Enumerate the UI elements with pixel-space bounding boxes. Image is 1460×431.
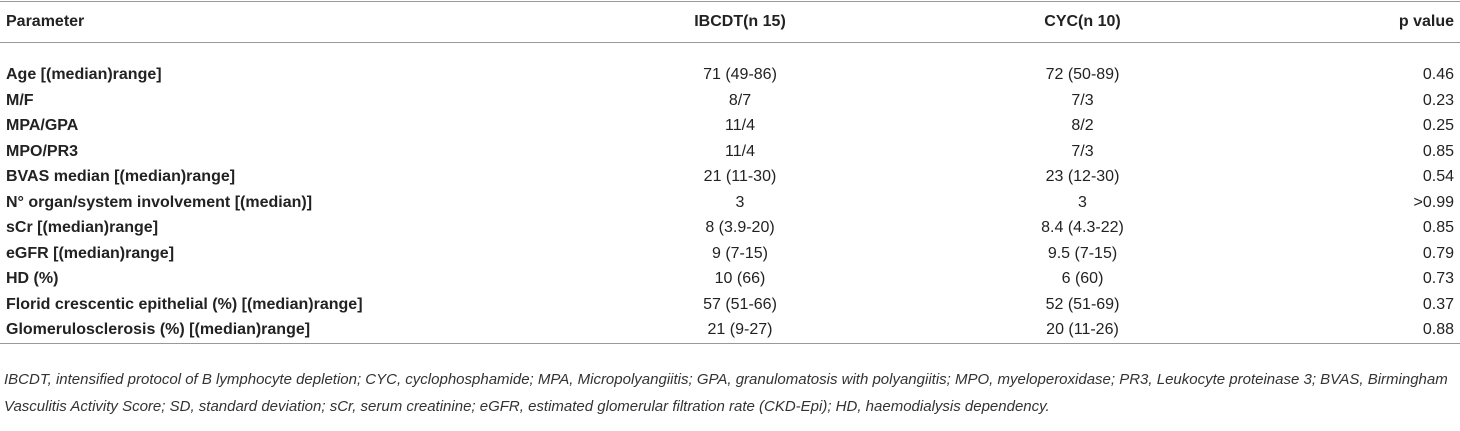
cell: 7/3 — [1071, 91, 1094, 109]
header-row: Parameter IBCDT(n 15) CYC(n 10) p value — [0, 1, 1460, 43]
cell: 23 (12-30) — [1045, 168, 1120, 185]
table-row: sCr [(median)range] 8 (3.9-20) 8.4 (4.3-22… — [0, 215, 1460, 241]
cell: 72 (50-89) — [1045, 66, 1120, 83]
cell: 11/4 — [725, 117, 755, 134]
row-label: MPA/GPA — [6, 117, 79, 134]
cell: 8.4 (4.3-22) — [1041, 219, 1124, 236]
cell: 0.88 — [1422, 321, 1454, 338]
cell: 9.5 (7-15) — [1047, 244, 1118, 262]
footnote: IBCDT, intensified protocol of B lymphoc… — [4, 371, 1448, 415]
cell: 0.85 — [1422, 142, 1454, 160]
cell: 0.23 — [1422, 91, 1454, 109]
row-label: sCr [(median)range] — [6, 219, 159, 236]
cell: 7/3 — [1071, 142, 1094, 160]
cell: 10 (66) — [714, 270, 766, 287]
cell: 0.85 — [1422, 219, 1454, 236]
cell: 71 (49-86) — [703, 66, 777, 83]
table-row: MPO/PR3 11/4 7/3 0.85 — [0, 139, 1460, 165]
cell: 8/2 — [1071, 117, 1094, 134]
spacer — [0, 43, 1460, 63]
data-table: Parameter IBCDT(n 15) CYC(n 10) p value Age… — [0, 1, 1460, 344]
table-row: MPA/GPA 11/4 8/2 0.25 — [0, 113, 1460, 139]
row-label: eGFR [(median)range] — [6, 244, 175, 262]
cell: 20 (11-26) — [1046, 321, 1119, 338]
cell: 52 (51-69) — [1045, 295, 1120, 313]
row-label: N° organ/system involvement [(median)] — [6, 193, 313, 211]
header-cell: p value — [1398, 13, 1454, 30]
table-row: M/F 8/7 7/3 0.23 — [0, 88, 1460, 114]
cell: >0.99 — [1413, 193, 1454, 211]
table-row: Glomerulosclerosis (%) [(median)range] 21… — [0, 317, 1460, 343]
header-cell: Parameter — [6, 13, 85, 30]
table-row: N° organ/system involvement [(median)] 3 3… — [0, 190, 1460, 216]
cell: 0.25 — [1422, 117, 1454, 134]
row-label: M/F — [6, 91, 34, 109]
table-row: eGFR [(median)range] 9 (7-15) 9.5 (7-15) 0.… — [0, 241, 1460, 267]
cell: 0.37 — [1422, 295, 1454, 313]
cell: 0.54 — [1422, 168, 1454, 185]
table-row: HD (%) 10 (66) 6 (60) 0.73 — [0, 266, 1460, 292]
table-body: Age [(median)range] 71 (49-86) 72 (50-89) 0… — [0, 43, 1460, 343]
cell: 57 (51-66) — [703, 295, 777, 313]
cell: 0.79 — [1422, 244, 1454, 262]
row-label: Age [(median)range] — [6, 66, 162, 83]
cell: 8/7 — [728, 91, 752, 109]
cell: 3 — [1078, 193, 1087, 211]
cell: 3 — [735, 193, 745, 211]
row-label: BVAS median [(median)range] — [6, 168, 236, 185]
cell: 0.73 — [1422, 270, 1454, 287]
header-cell: IBCDT(n 15) — [694, 13, 786, 30]
row-label: MPO/PR3 — [6, 142, 79, 160]
cell: 9 (7-15) — [711, 244, 769, 262]
cell: 6 (60) — [1061, 270, 1104, 287]
cell: 8 (3.9-20) — [705, 219, 775, 236]
row-label: HD (%) — [6, 270, 59, 287]
cell: 11/4 — [725, 142, 755, 160]
table-row: Age [(median)range] 71 (49-86) 72 (50-89) 0… — [0, 62, 1460, 88]
header-cell: CYC(n 10) — [1044, 13, 1121, 30]
row-label: Florid crescentic epithelial (%) [(media… — [6, 295, 363, 313]
cell: 21 (9-27) — [707, 321, 773, 338]
row-label: Glomerulosclerosis (%) [(median)range] — [6, 321, 311, 338]
cell: 0.46 — [1422, 66, 1454, 83]
table-row: Florid crescentic epithelial (%) [(media… — [0, 292, 1460, 318]
table-row: BVAS median [(median)range] 21 (11-30) 23 … — [0, 164, 1460, 190]
cell: 21 (11-30) — [703, 168, 777, 185]
